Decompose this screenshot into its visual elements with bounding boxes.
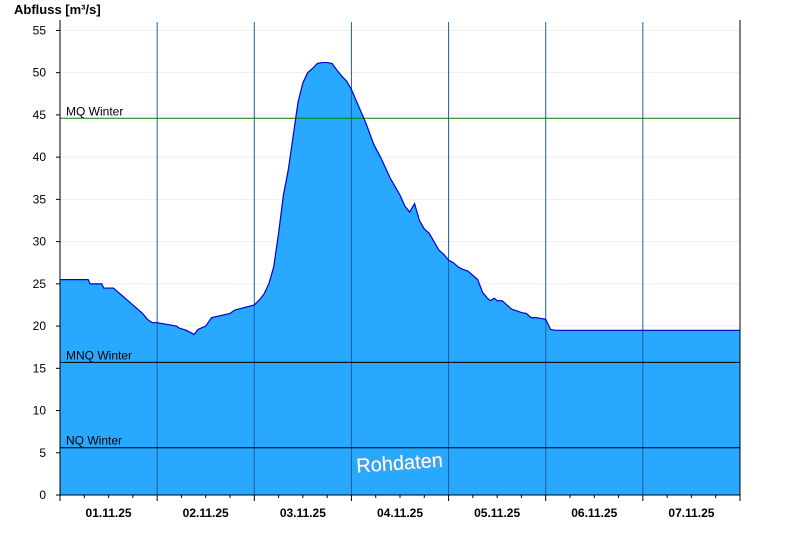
x-tick-label-5: 06.11.25	[571, 506, 617, 520]
discharge-area	[60, 62, 740, 495]
y-tick-label-15: 15	[33, 361, 47, 375]
y-tick-label-25: 25	[33, 277, 47, 291]
x-tick-label-0: 01.11.25	[86, 506, 132, 520]
y-tick-label-55: 55	[33, 23, 47, 37]
x-tick-label-2: 03.11.25	[280, 506, 326, 520]
discharge-line	[60, 61, 740, 336]
y-tick-label-20: 20	[33, 319, 47, 333]
y-tick-label-35: 35	[33, 192, 47, 206]
day-separator-lines	[156, 22, 644, 495]
x-tick-label-3: 04.11.25	[377, 506, 423, 520]
y-tick-label-10: 10	[33, 404, 47, 418]
y-tick-labels: 0 5 10 15 20 25 30 35 40 45 50 55	[33, 23, 60, 502]
x-tick-label-4: 05.11.25	[474, 506, 520, 520]
y-tick-label-30: 30	[33, 235, 47, 249]
raw-data-watermark: Rohdaten	[356, 450, 444, 478]
reference-lines: MQ Winter MNQ Winter NQ Winter	[60, 104, 740, 449]
y-tick-label-45: 45	[33, 108, 47, 122]
y-tick-label-5: 5	[39, 446, 46, 460]
x-tick-label-6: 07.11.25	[668, 506, 714, 520]
y-axis-title: Abfluss [m³/s]	[14, 2, 101, 17]
reference-label-2: NQ Winter	[66, 434, 122, 448]
y-tick-label-40: 40	[33, 150, 47, 164]
x-tick-label-1: 02.11.25	[183, 506, 229, 520]
y-tick-label-50: 50	[33, 66, 47, 80]
x-tick-labels: 01.11.25 02.11.25 03.11.25 04.11.25 05.11.25…	[59, 495, 741, 520]
reference-label-0: MQ Winter	[66, 104, 123, 118]
y-tick-label-0: 0	[39, 488, 46, 502]
reference-label-1: MNQ Winter	[66, 348, 132, 362]
